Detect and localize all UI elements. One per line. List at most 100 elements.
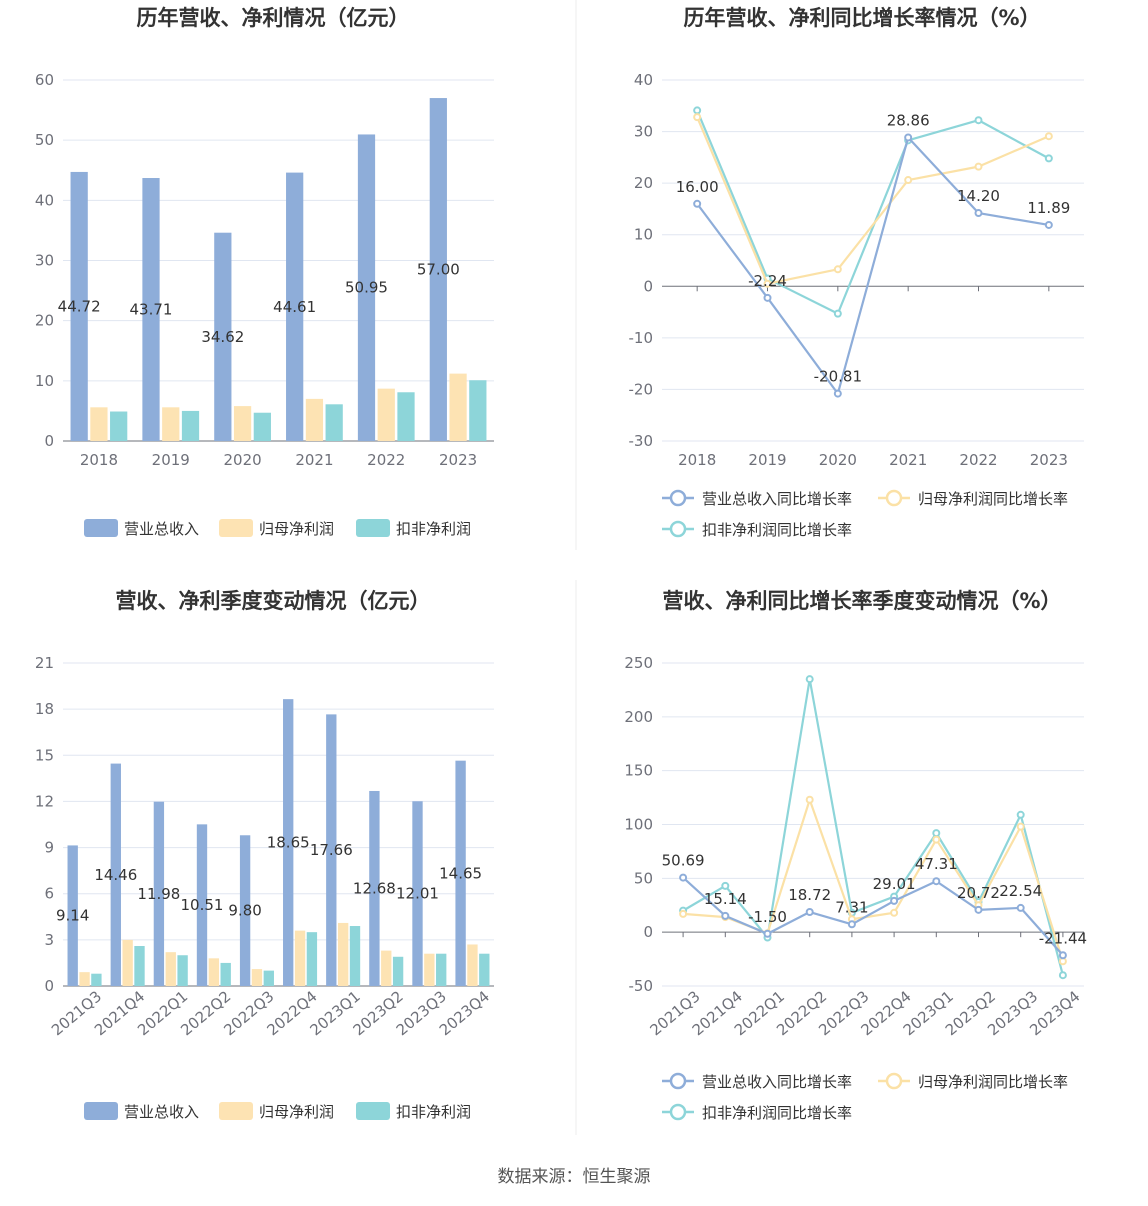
bar-deducted-profit [325,404,343,441]
legend-marker [885,489,903,507]
bar-revenue [283,699,294,986]
data-point [974,209,983,218]
bar-net-profit [162,407,180,441]
legend-label: 营业总收入 [124,520,199,538]
bar-deducted-profit [263,970,274,986]
bar-net-profit [79,972,90,986]
legend-swatch [84,519,118,537]
data-label: 44.72 [58,297,101,315]
x-tick-label: 2021 [889,451,927,469]
data-label: 28.86 [887,111,930,129]
data-point [721,911,730,920]
bar-net-profit [208,958,220,986]
data-label: 20.72 [957,884,1000,902]
y-tick-label: 6 [44,885,54,903]
quarterly-growth-rate-chart: 营收、净利同比增长率季度变动情况（%） -50 0 50 100 150 200 250 20… [624,589,1087,1122]
bar-net-profit [467,944,478,986]
data-point [847,920,856,929]
bar-deducted-profit [479,953,490,986]
data-label: -20.81 [814,368,862,386]
data-label: 18.72 [788,886,831,904]
data-label: 9.14 [56,907,89,925]
x-tick-label: 2019 [152,451,190,469]
y-tick-label: 21 [35,654,54,672]
data-point [1016,903,1025,912]
legend-label: 扣非净利润同比增长率 [702,521,852,539]
x-tick-label: 2023 [439,451,477,469]
bar-net-profit [381,950,392,986]
x-tick-label: 2020 [819,451,857,469]
bar-net-profit [424,953,435,986]
data-point [833,265,842,274]
data-point [833,309,842,318]
chart-title: 历年营收、净利情况（亿元） [137,6,410,30]
bar-revenue [357,134,376,441]
data-label: 47.31 [915,855,958,873]
y-tick-label: 18 [35,700,54,718]
legend-marker [669,489,687,507]
data-label: -1.50 [748,908,787,926]
y-tick-label: 20 [35,312,54,330]
legend-marker [885,1072,903,1090]
data-label: 17.66 [310,841,353,859]
bar-net-profit [122,939,133,986]
data-label: 14.65 [439,864,482,882]
data-point [763,293,772,302]
legend-swatch [219,1102,253,1120]
series-line-revenue [682,876,1064,956]
data-point [932,877,941,886]
data-label: 22.54 [999,882,1042,900]
x-tick-label: 2018 [678,451,716,469]
data-label: 18.65 [267,834,310,852]
y-tick-label: 10 [35,372,54,390]
data-point [679,873,688,882]
y-tick-label: 10 [634,226,653,244]
y-tick-label: 250 [624,654,653,672]
data-label: 15.14 [704,890,747,908]
annual-growth-rate-chart: 历年营收、净利同比增长率情况（%） -30 -20 -10 0 10 20 30 40 2018… [629,6,1084,539]
legend-label: 归母净利润 [259,520,334,538]
data-label: 50.95 [345,279,388,297]
data-point [679,909,688,918]
y-tick-label: 0 [643,277,653,295]
x-tick-label: 2019 [748,451,786,469]
x-tick-label: 2022 [367,451,405,469]
data-source: 数据来源：恒生聚源 [498,1167,651,1187]
data-point [974,905,983,914]
bar-net-profit [165,952,176,986]
data-point [890,896,899,905]
data-point [833,389,842,398]
chart-title: 营收、净利同比增长率季度变动情况（%） [662,589,1061,613]
bar-deducted-profit [181,410,200,441]
bar-revenue [239,835,251,986]
data-label: 10.51 [181,896,224,914]
data-label: 50.69 [662,852,705,870]
legend-label: 营业总收入同比增长率 [702,490,852,508]
y-tick-label: 30 [634,123,653,141]
data-point [904,176,913,185]
bar-net-profit [294,930,306,986]
x-tick-label: 2018 [80,451,118,469]
y-tick-label: 3 [44,931,54,949]
bar-revenue [326,714,337,986]
data-point [1044,154,1053,163]
x-tick-label: 2020 [223,451,261,469]
bar-revenue [429,98,447,442]
bar-revenue [110,763,121,986]
bar-net-profit [337,922,349,986]
bar-revenue [142,178,160,441]
data-label: 34.62 [201,328,244,346]
legend-swatch [356,1102,390,1120]
data-point [693,199,702,208]
y-tick-label: 200 [624,708,653,726]
bar-revenue [196,824,208,986]
data-point [890,908,899,917]
bar-net-profit [377,388,395,441]
series-line-net-profit [696,116,1050,285]
y-tick-label: 50 [634,869,653,887]
data-point [1044,220,1053,229]
data-label: 12.01 [396,885,439,903]
data-label: 16.00 [676,178,719,196]
data-point [932,829,941,838]
y-tick-label: 50 [35,131,54,149]
